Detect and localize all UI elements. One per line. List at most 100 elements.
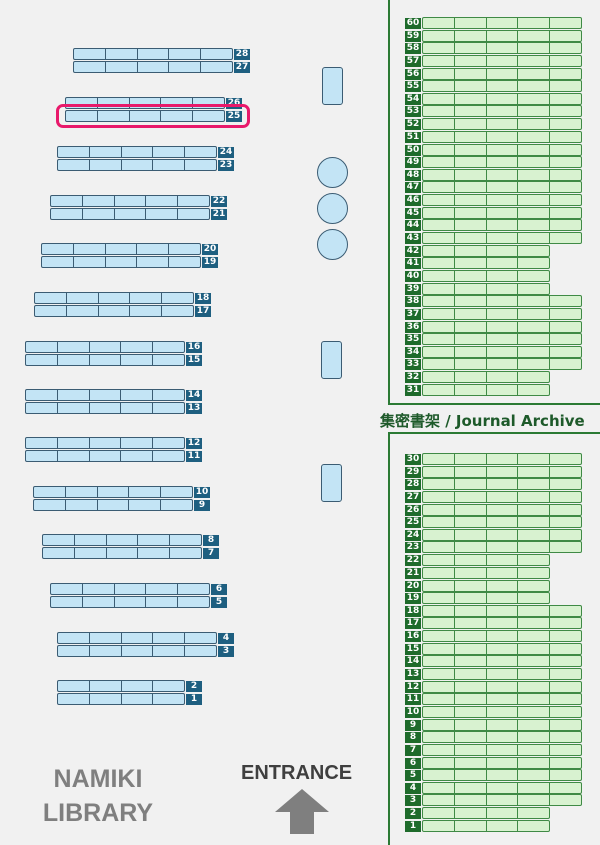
archive-shelf-23[interactable] bbox=[422, 541, 582, 553]
archive-shelf-49[interactable] bbox=[422, 156, 582, 168]
blue-shelf-28[interactable] bbox=[73, 48, 233, 60]
blue-shelf-12[interactable] bbox=[25, 437, 185, 449]
archive-shelf-11[interactable] bbox=[422, 693, 582, 705]
archive-shelf-7[interactable] bbox=[422, 744, 582, 756]
shelf-section bbox=[518, 208, 551, 218]
blue-shelf-22[interactable] bbox=[50, 195, 210, 207]
archive-shelf-27[interactable] bbox=[422, 491, 582, 503]
archive-shelf-20[interactable] bbox=[422, 580, 550, 592]
archive-shelf-59[interactable] bbox=[422, 30, 582, 42]
archive-shelf-12[interactable] bbox=[422, 681, 582, 693]
blue-shelf-2[interactable] bbox=[57, 680, 185, 692]
archive-shelf-50[interactable] bbox=[422, 144, 582, 156]
archive-shelf-18[interactable] bbox=[422, 605, 582, 617]
shelf-section bbox=[58, 355, 90, 365]
blue-shelf-10[interactable] bbox=[33, 486, 193, 498]
shelf-section bbox=[455, 454, 487, 464]
archive-shelf-24[interactable] bbox=[422, 529, 582, 541]
archive-shelf-4[interactable] bbox=[422, 782, 582, 794]
archive-shelf-10[interactable] bbox=[422, 706, 582, 718]
archive-shelf-40[interactable] bbox=[422, 270, 550, 282]
archive-shelf-37[interactable] bbox=[422, 308, 582, 320]
archive-shelf-9[interactable] bbox=[422, 719, 582, 731]
archive-shelf-58[interactable] bbox=[422, 42, 582, 54]
shelf-section bbox=[455, 208, 487, 218]
blue-shelf-13[interactable] bbox=[25, 402, 185, 414]
blue-shelf-23[interactable] bbox=[57, 159, 217, 171]
blue-shelf-9[interactable] bbox=[33, 499, 193, 511]
archive-shelf-54[interactable] bbox=[422, 93, 582, 105]
archive-shelf-45[interactable] bbox=[422, 207, 582, 219]
archive-shelf-31[interactable] bbox=[422, 384, 550, 396]
archive-shelf-25[interactable] bbox=[422, 516, 582, 528]
archive-shelf-8[interactable] bbox=[422, 731, 582, 743]
archive-shelf-29[interactable] bbox=[422, 466, 582, 478]
blue-shelf-19[interactable] bbox=[41, 256, 201, 268]
archive-shelf-16[interactable] bbox=[422, 630, 582, 642]
archive-shelf-60[interactable] bbox=[422, 17, 582, 29]
archive-shelf-51[interactable] bbox=[422, 131, 582, 143]
archive-shelf-30[interactable] bbox=[422, 453, 582, 465]
blue-shelf-24[interactable] bbox=[57, 146, 217, 158]
shelf-section bbox=[423, 334, 455, 344]
archive-shelf-42[interactable] bbox=[422, 245, 550, 257]
shelf-section bbox=[550, 745, 581, 755]
blue-shelf-11[interactable] bbox=[25, 450, 185, 462]
blue-shelf-16[interactable] bbox=[25, 341, 185, 353]
archive-shelf-19[interactable] bbox=[422, 592, 550, 604]
archive-shelf-48[interactable] bbox=[422, 169, 582, 181]
archive-shelf-17[interactable] bbox=[422, 617, 582, 629]
blue-shelf-7[interactable] bbox=[42, 547, 202, 559]
shelf-section bbox=[487, 258, 519, 268]
blue-shelf-21[interactable] bbox=[50, 208, 210, 220]
archive-shelf-41[interactable] bbox=[422, 257, 550, 269]
shelf-number: 7 bbox=[405, 745, 421, 756]
archive-shelf-53[interactable] bbox=[422, 105, 582, 117]
blue-shelf-5[interactable] bbox=[50, 596, 210, 608]
archive-shelf-34[interactable] bbox=[422, 346, 582, 358]
archive-shelf-57[interactable] bbox=[422, 55, 582, 67]
archive-shelf-28[interactable] bbox=[422, 478, 582, 490]
blue-shelf-14[interactable] bbox=[25, 389, 185, 401]
archive-shelf-13[interactable] bbox=[422, 668, 582, 680]
archive-shelf-36[interactable] bbox=[422, 321, 582, 333]
blue-shelf-3[interactable] bbox=[57, 645, 217, 657]
archive-shelf-14[interactable] bbox=[422, 655, 582, 667]
archive-shelf-3[interactable] bbox=[422, 794, 582, 806]
archive-shelf-47[interactable] bbox=[422, 181, 582, 193]
archive-shelf-38[interactable] bbox=[422, 295, 582, 307]
shelf-section bbox=[58, 633, 90, 643]
shelf-number: 36 bbox=[405, 322, 421, 333]
archive-shelf-6[interactable] bbox=[422, 757, 582, 769]
archive-shelf-32[interactable] bbox=[422, 371, 550, 383]
archive-shelf-26[interactable] bbox=[422, 504, 582, 516]
archive-shelf-21[interactable] bbox=[422, 567, 550, 579]
archive-shelf-5[interactable] bbox=[422, 769, 582, 781]
shelf-section bbox=[518, 94, 551, 104]
archive-shelf-33[interactable] bbox=[422, 358, 582, 370]
archive-shelf-22[interactable] bbox=[422, 554, 550, 566]
archive-shelf-1[interactable] bbox=[422, 820, 550, 832]
archive-shelf-15[interactable] bbox=[422, 643, 582, 655]
blue-shelf-18[interactable] bbox=[34, 292, 194, 304]
blue-shelf-25[interactable] bbox=[65, 110, 225, 122]
blue-shelf-15[interactable] bbox=[25, 354, 185, 366]
archive-shelf-44[interactable] bbox=[422, 219, 582, 231]
blue-shelf-17[interactable] bbox=[34, 305, 194, 317]
archive-shelf-2[interactable] bbox=[422, 807, 550, 819]
archive-shelf-55[interactable] bbox=[422, 80, 582, 92]
blue-shelf-4[interactable] bbox=[57, 632, 217, 644]
blue-shelf-1[interactable] bbox=[57, 693, 185, 705]
archive-shelf-56[interactable] bbox=[422, 68, 582, 80]
archive-shelf-52[interactable] bbox=[422, 118, 582, 130]
archive-shelf-39[interactable] bbox=[422, 283, 550, 295]
archive-shelf-46[interactable] bbox=[422, 194, 582, 206]
blue-shelf-27[interactable] bbox=[73, 61, 233, 73]
blue-shelf-6[interactable] bbox=[50, 583, 210, 595]
blue-shelf-8[interactable] bbox=[42, 534, 202, 546]
archive-shelf-35[interactable] bbox=[422, 333, 582, 345]
archive-shelf-43[interactable] bbox=[422, 232, 582, 244]
shelf-section bbox=[487, 555, 519, 565]
shelf-section bbox=[487, 246, 519, 256]
blue-shelf-20[interactable] bbox=[41, 243, 201, 255]
